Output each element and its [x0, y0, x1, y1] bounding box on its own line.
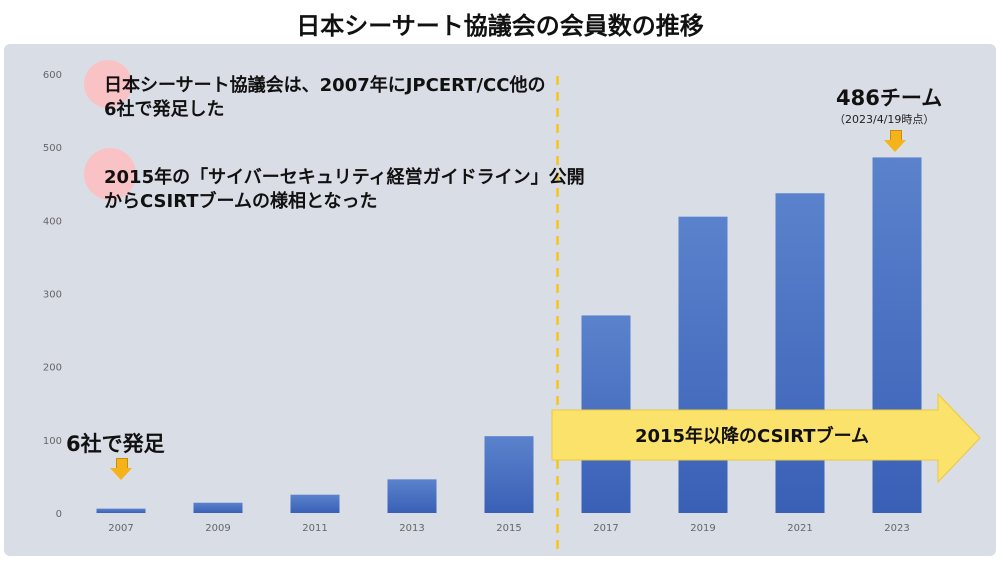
y-tick-label: 300 [43, 290, 62, 301]
y-tick-label: 0 [56, 509, 62, 520]
bar-2011 [290, 494, 340, 513]
x-tick-label: 2007 [108, 523, 133, 534]
bar-2019 [678, 216, 728, 514]
bar-2015 [484, 436, 534, 513]
x-tick-label: 2017 [593, 523, 618, 534]
x-tick-label: 2023 [884, 523, 909, 534]
x-tick-label: 2011 [302, 523, 327, 534]
callout-start-label: 6社で発足 [66, 432, 165, 456]
y-tick-label: 200 [43, 363, 62, 374]
callout-end-date: （2023/4/19時点） [834, 113, 935, 126]
chart-panel: 0 100 200 300 400 500 600 2007 2009 2011 2013 2015… [4, 44, 996, 556]
y-tick-label: 500 [43, 143, 62, 154]
y-tick-label: 400 [43, 216, 62, 227]
x-tick-label: 2009 [205, 523, 230, 534]
boom-label: 2015年以降のCSIRTブーム [635, 425, 869, 447]
callout-end-label: 486チーム [836, 86, 943, 110]
x-tick-label: 2013 [399, 523, 424, 534]
bar-2021 [775, 193, 825, 514]
x-tick-label: 2021 [787, 523, 812, 534]
note-circle-1 [84, 60, 132, 108]
boom-arrow-icon [551, 392, 981, 484]
bar-chart: 0 100 200 300 400 500 600 2007 2009 2011 2013 2015… [43, 70, 981, 549]
note-founding: 日本シーサート協議会は、2007年にJPCERT/CC他の 6社で発足した [104, 75, 546, 120]
bar-2009 [193, 502, 243, 513]
y-tick-label: 100 [43, 436, 62, 447]
note-circle-2 [84, 148, 136, 200]
bar-2013 [387, 479, 437, 513]
x-tick-label: 2019 [690, 523, 715, 534]
y-tick-label: 600 [43, 70, 62, 81]
bar-2007 [96, 508, 146, 513]
note-boom: 2015年の「サイバーセキュリティ経営ガイドライン」公開 からCSIRTブームの… [104, 167, 585, 212]
chart-title: 日本シーサート協議会の会員数の推移 [296, 12, 704, 40]
x-tick-label: 2015 [496, 523, 521, 534]
